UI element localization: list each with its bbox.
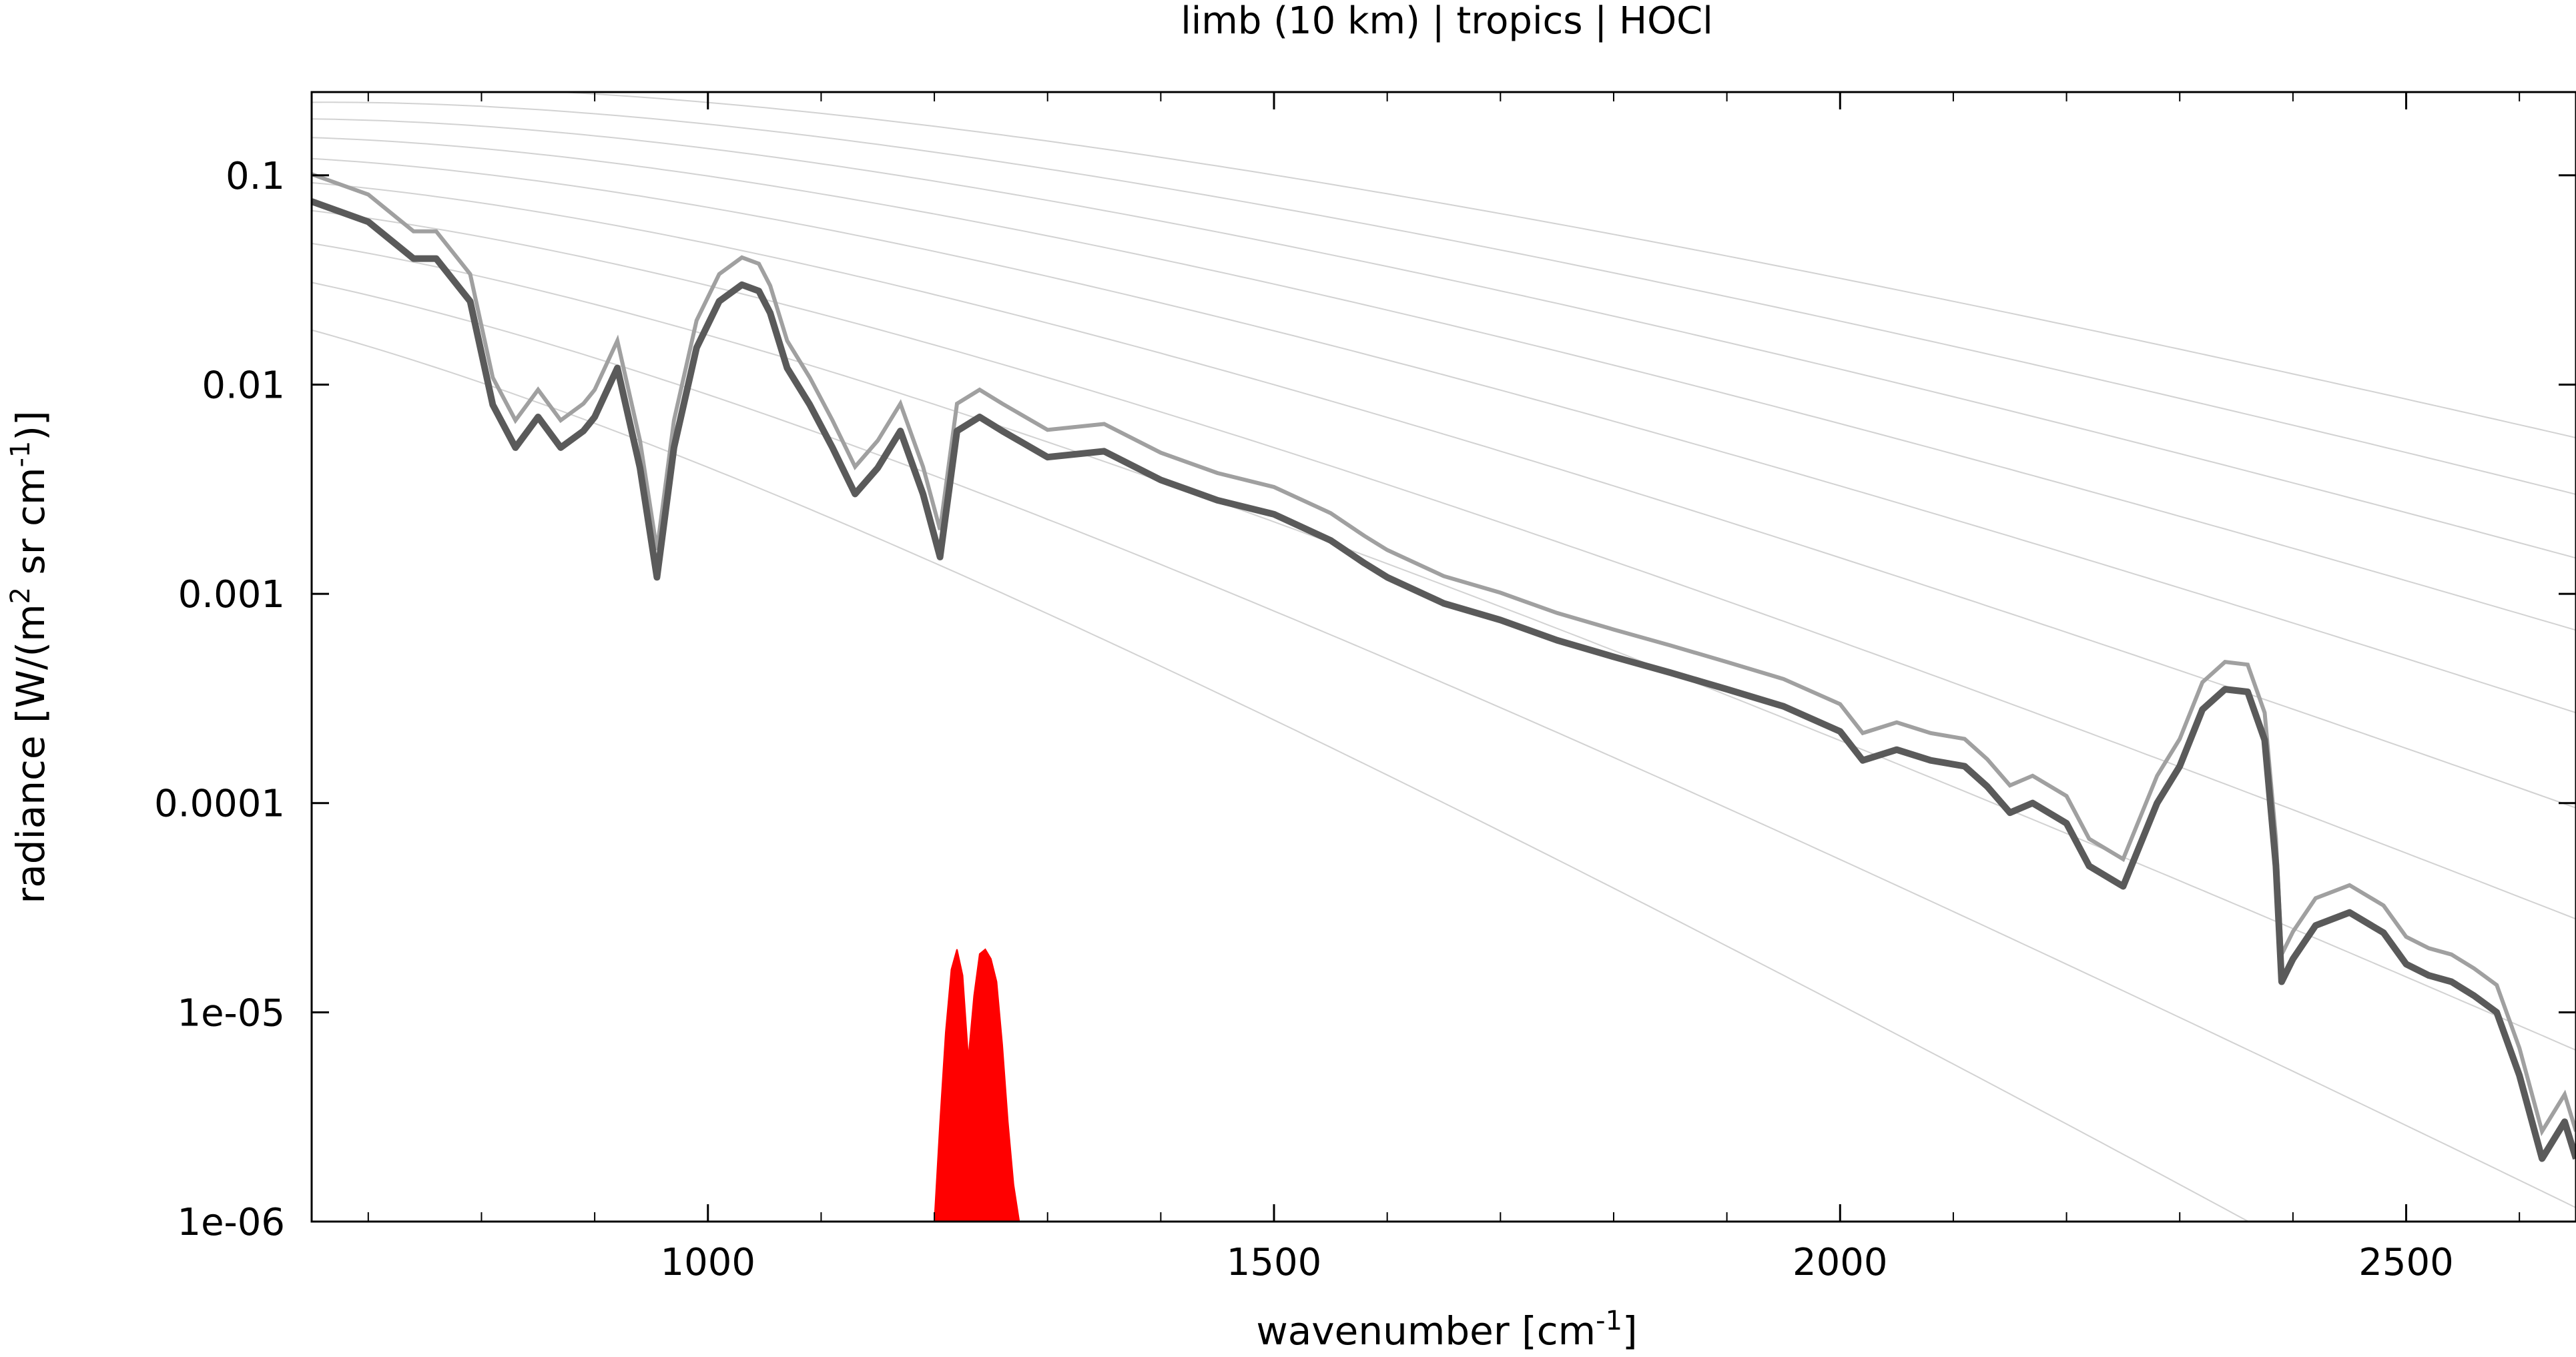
planck-curve-280K: [312, 157, 2576, 714]
x-tick-label: 1500: [1227, 1241, 1322, 1284]
planck-curve-240K: [312, 209, 2576, 920]
planck-curve-360K: [548, 92, 2576, 439]
planck-curve-180K: [312, 329, 2250, 1222]
plot-frame: [310, 91, 2576, 1223]
y-tick-label: 1e-05: [177, 991, 285, 1035]
planck-curve-320K: [312, 118, 2576, 559]
planck-curve-300K: [312, 137, 2576, 631]
axis-ticks: 1000 1500 2000 2500 0.1 0.01 0.001 0.0001 1e-05 1…: [154, 92, 2576, 1284]
planck-curve-220K: [312, 242, 2576, 1051]
x-tick-label: 1000: [661, 1241, 756, 1284]
y-axis-label: radiance [W/(m2 sr cm-1)]: [5, 410, 53, 903]
x-tick-label: 2000: [1793, 1241, 1888, 1284]
planck-reference-curves: [312, 92, 2576, 1222]
y-tick-label: 0.001: [178, 573, 285, 616]
planck-curve-260K: [312, 181, 2576, 809]
x-axis-label: wavenumber [cm-1]: [1256, 1306, 1637, 1354]
y-tick-label: 0.1: [226, 155, 285, 198]
data-series: [312, 172, 2576, 1222]
planck-curve-340K: [312, 101, 2576, 495]
series-hocl-contribution: [934, 948, 1025, 1222]
y-tick-label: 1e-06: [177, 1201, 285, 1244]
series-total-spectrum: [312, 198, 2576, 1162]
x-tick-label: 2500: [2358, 1241, 2454, 1284]
planck-curve-200K: [312, 282, 2576, 1209]
y-tick-label: 0.01: [202, 364, 285, 407]
series-total-spectrum-envelope: [312, 172, 2576, 1137]
chart-title: limb (10 km) | tropics | HOCl: [1181, 0, 1713, 43]
y-tick-label: 0.0001: [154, 783, 285, 826]
